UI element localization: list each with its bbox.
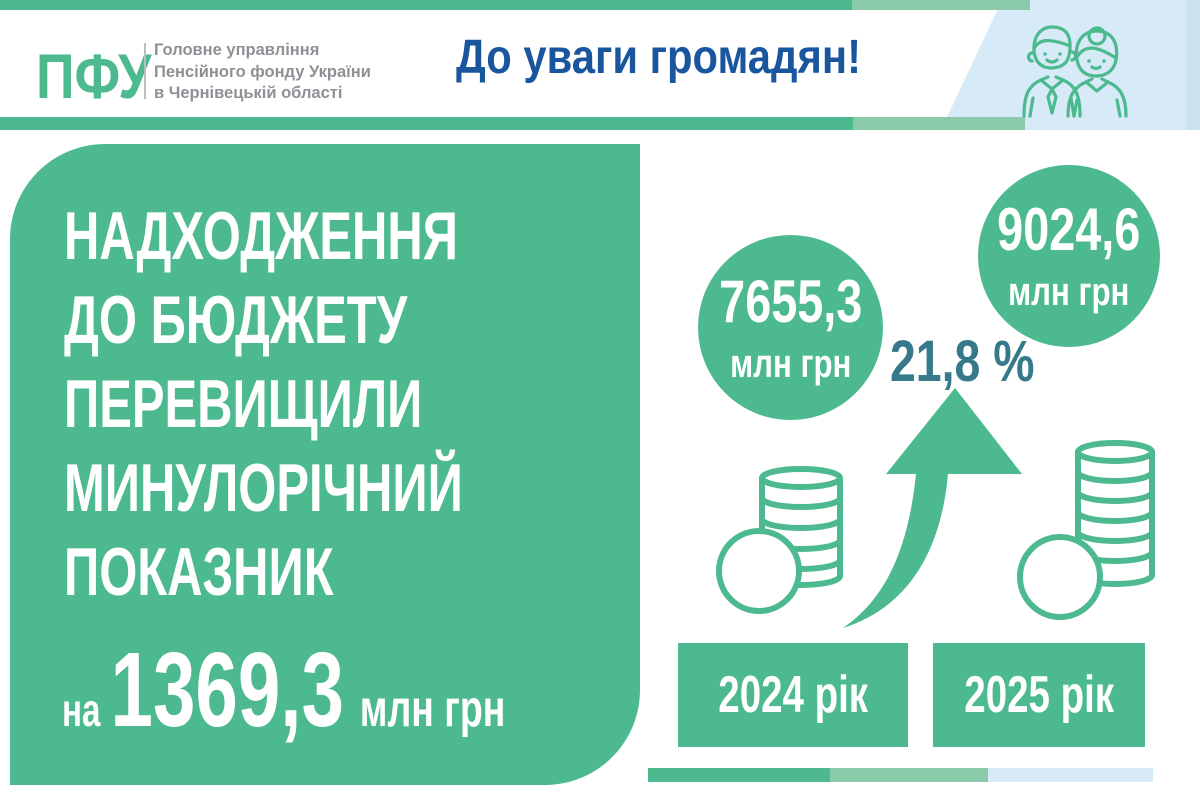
woman-eye-left <box>1087 59 1091 63</box>
value-circle-2025: 9024,6 млн грн <box>978 165 1160 347</box>
header-divider-green <box>0 117 853 130</box>
coin-2024-icon <box>716 528 802 614</box>
title-line: ПОКАЗНИК <box>64 534 334 610</box>
org-line-3: в Чернівецькій області <box>154 84 343 102</box>
org-line-2: Пенсійного фонду України <box>154 62 371 81</box>
top-border-lightgreen <box>852 0 1030 10</box>
value-2025: 9024,6 <box>997 196 1141 263</box>
value-2024: 7655,3 <box>718 267 863 335</box>
coin-2025-icon <box>1017 534 1103 620</box>
banner-title: До уваги громадян! <box>456 31 862 84</box>
coin-stack-2024-icon <box>759 466 843 588</box>
unit-2024: млн грн <box>729 341 852 386</box>
unit-2025: млн грн <box>1008 270 1130 314</box>
coin-stack-2025-icon <box>1075 440 1155 587</box>
woman-icon <box>1066 26 1128 118</box>
title-line: ПЕРЕВИЩИЛИ <box>64 366 423 442</box>
delta-prefix: на <box>62 684 101 736</box>
header: ПФУ Головне управління Пенсійного фонду … <box>0 0 1200 130</box>
year-label-2024: 2024 рік <box>678 643 908 747</box>
bottom-bar-lightgreen <box>830 768 988 782</box>
year-label-2025: 2025 рік <box>933 643 1145 747</box>
headline-title: НАДХОДЖЕННЯ ДО БЮДЖЕТУ ПЕРЕВИЩИЛИ МИНУЛО… <box>64 194 463 614</box>
man-eye-left <box>1043 52 1047 56</box>
growth-arrow-icon <box>843 388 1022 628</box>
delta-value: 1369,3 <box>110 631 344 749</box>
header-right-edge <box>1186 0 1200 130</box>
title-line: ДО БЮДЖЕТУ <box>64 282 408 358</box>
growth-percent: 21,8 % <box>890 329 1035 394</box>
bottom-bar-green <box>648 768 830 782</box>
title-line: МИНУЛОРІЧНИЙ <box>64 450 463 526</box>
pfu-logo: ПФУ <box>36 46 172 109</box>
man-icon <box>1022 25 1082 118</box>
man-eye-right <box>1058 52 1062 56</box>
woman-eye-right <box>1102 59 1106 63</box>
logo-separator <box>144 43 146 99</box>
value-circle-2024: 7655,3 млн грн <box>698 235 883 420</box>
org-name: Головне управління Пенсійного фонду Укра… <box>154 40 371 105</box>
header-divider-lightgreen <box>853 117 1025 130</box>
people-icon <box>1022 25 1128 118</box>
org-line-1: Головне управління <box>154 41 320 59</box>
bottom-bar-blue <box>988 768 1153 782</box>
pfu-logo-text: ПФУ <box>36 42 152 112</box>
title-line: НАДХОДЖЕННЯ <box>64 198 458 274</box>
top-border-green <box>0 0 852 10</box>
delta-line: на 1369,3 млн грн <box>62 637 505 743</box>
headline-panel <box>10 144 640 785</box>
delta-unit: млн грн <box>359 680 506 738</box>
